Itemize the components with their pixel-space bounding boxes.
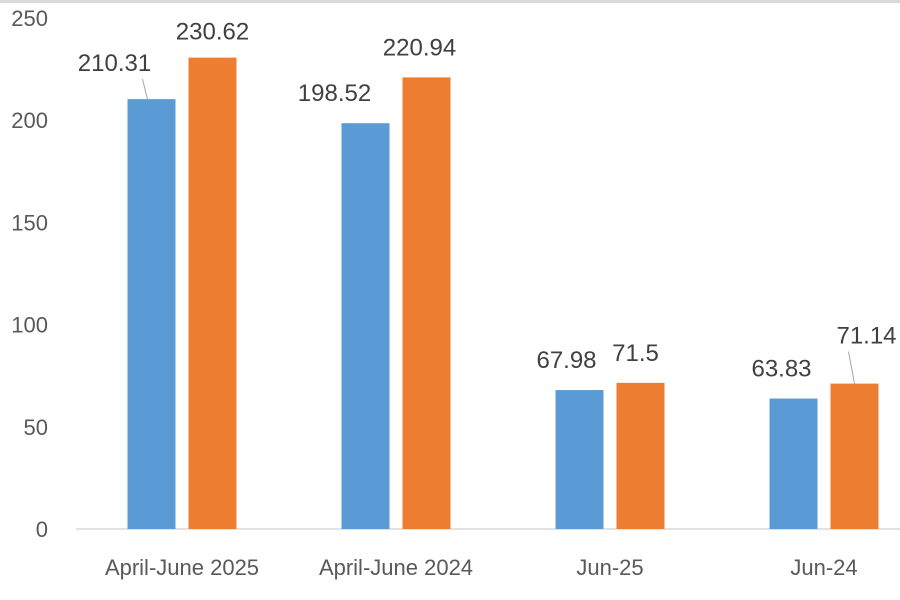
data-label-series1-2: 67.98 xyxy=(536,347,596,374)
y-axis-ticks: 0 50 100 150 200 250 xyxy=(11,6,48,542)
bar-series2-2 xyxy=(616,382,665,529)
data-label-series1-0: 210.31 xyxy=(78,50,151,77)
bar-series1-0 xyxy=(127,99,176,530)
data-label-series1-1: 198.52 xyxy=(298,80,371,107)
data-label-series1-3: 63.83 xyxy=(751,356,811,383)
bars xyxy=(127,57,879,530)
leader-line-series2-3 xyxy=(848,351,855,384)
y-tick-label: 0 xyxy=(36,517,48,542)
top-border xyxy=(0,0,900,3)
data-labels: 210.31 230.62 198.52 220.94 67.98 71.5 63.83 71… xyxy=(78,19,897,383)
y-tick-label: 50 xyxy=(24,415,48,440)
y-tick-label: 100 xyxy=(11,313,48,338)
data-label-series2-3: 71.14 xyxy=(836,323,896,350)
leader-lines xyxy=(142,79,855,384)
bar-series1-3 xyxy=(769,398,818,529)
x-category-label: April-June 2024 xyxy=(319,555,473,580)
bar-series2-1 xyxy=(402,77,451,529)
y-tick-label: 150 xyxy=(11,210,48,235)
x-category-label: Jun-25 xyxy=(576,555,643,580)
y-tick-label: 250 xyxy=(11,6,48,31)
bar-series1-2 xyxy=(555,390,604,529)
y-tick-label: 200 xyxy=(11,108,48,133)
data-label-series2-0: 230.62 xyxy=(176,19,249,46)
bar-series2-0 xyxy=(188,57,237,529)
bar-series2-3 xyxy=(830,383,879,529)
data-label-series2-2: 71.5 xyxy=(612,340,659,367)
x-category-label: April-June 2025 xyxy=(105,555,259,580)
leader-line-series1-0 xyxy=(142,79,148,100)
x-axis-labels: April-June 2025 April-June 2024 Jun-25 Jun-… xyxy=(105,555,858,580)
data-label-series2-1: 220.94 xyxy=(383,34,456,61)
x-category-label: Jun-24 xyxy=(790,555,857,580)
bar-series1-1 xyxy=(341,123,390,529)
